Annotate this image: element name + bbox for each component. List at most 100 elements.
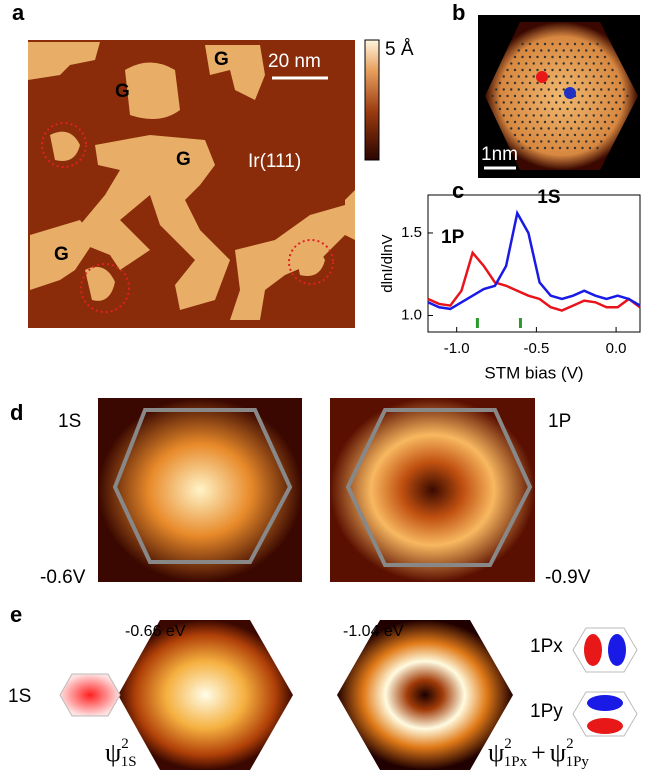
lattice-dot <box>536 107 539 111</box>
lattice-dot <box>551 133 554 137</box>
lattice-dot <box>551 55 554 59</box>
lattice-dot <box>562 62 565 65</box>
lattice-dot <box>581 68 584 72</box>
x-axis-label: STM bias (V) <box>484 363 583 382</box>
calculated-density <box>337 620 513 770</box>
lattice-dot <box>502 101 505 104</box>
lattice-dot <box>525 127 528 130</box>
bias-label: -0.6V <box>40 567 86 588</box>
lattice-dot <box>585 62 588 65</box>
dI-dV-map <box>98 398 302 582</box>
y-tick-label: 1.5 <box>401 224 422 241</box>
lattice-dot <box>528 107 532 111</box>
energy-label: -1.04 eV <box>343 623 404 640</box>
x-tick-label: 0.0 <box>606 340 627 357</box>
lattice-dot <box>536 120 539 124</box>
lattice-dot <box>558 120 562 124</box>
site-marker <box>564 87 576 99</box>
lattice-dot <box>510 88 513 91</box>
lattice-dot <box>521 68 524 72</box>
lattice-dot <box>525 114 528 117</box>
lattice-dot <box>532 62 535 65</box>
lattice-dot <box>603 94 607 98</box>
lattice-dot <box>562 88 565 91</box>
lattice-dot <box>600 62 603 65</box>
lattice-dot <box>581 42 584 46</box>
lattice-dot <box>570 49 573 52</box>
lattice-dot <box>525 49 528 52</box>
lattice-dot <box>510 101 513 104</box>
lattice-dot <box>540 140 543 143</box>
lattice-dot <box>611 94 614 98</box>
lattice-dot <box>588 120 592 124</box>
lattice-dot <box>532 88 535 91</box>
lattice-dot <box>525 75 528 78</box>
lattice-dot <box>573 55 577 59</box>
lattice-dot <box>600 88 603 91</box>
plot-frame <box>427 194 641 333</box>
lattice-dot <box>581 133 584 137</box>
lattice-dot <box>498 94 502 98</box>
lattice-dot <box>585 75 588 78</box>
lattice-dot <box>592 101 595 104</box>
grain-label: G <box>115 81 130 102</box>
lattice-dot <box>543 68 547 72</box>
chart: -1.0 -0.5 0.0 1.0 1.5 STM bias (V) dlnI/dlnV 1P… <box>379 187 641 382</box>
lattice-dot <box>566 146 569 150</box>
lattice-dot <box>592 49 595 52</box>
lattice-dot <box>588 81 592 85</box>
lattice-dot <box>543 107 547 111</box>
lattice-dot <box>600 49 603 52</box>
lattice-dot <box>585 114 588 117</box>
lattice-dot <box>506 107 509 111</box>
energy-label: -0.66 eV <box>125 623 186 640</box>
lattice-dot <box>540 101 543 104</box>
lattice-dot <box>528 55 532 59</box>
lattice-dot <box>528 81 532 85</box>
lattice-dot <box>517 114 520 117</box>
lattice-dot <box>521 55 524 59</box>
series-label: 1S <box>537 187 560 208</box>
lattice-dot <box>517 88 520 91</box>
lattice-dot <box>517 75 520 78</box>
lattice-dot <box>506 94 509 98</box>
lattice-dot <box>596 94 599 98</box>
island-outline <box>112 408 293 564</box>
lattice-dot <box>581 107 584 111</box>
lattice-dot <box>525 101 528 104</box>
lattice-dot <box>513 107 517 111</box>
lattice-dot <box>607 62 610 65</box>
lattice-dot <box>577 114 580 117</box>
lattice-dot <box>510 75 513 78</box>
lattice-dot <box>622 88 625 91</box>
lattice-dot <box>555 101 558 104</box>
lattice-dot <box>570 62 573 65</box>
lattice-dot <box>596 42 599 46</box>
lattice-dot <box>521 146 524 150</box>
lattice-dot <box>588 68 592 72</box>
lattice-dot <box>618 94 622 98</box>
lattice-dot <box>577 75 580 78</box>
lattice-dot <box>517 101 520 104</box>
lattice-dot <box>555 88 558 91</box>
lattice-dot <box>495 88 498 91</box>
lattice-dot <box>532 75 535 78</box>
lattice-dot <box>547 88 550 91</box>
lattice-dot <box>502 88 505 91</box>
lattice-dot <box>513 94 517 98</box>
lattice-dot <box>558 94 562 98</box>
lattice-dot <box>498 81 502 85</box>
lattice-dot <box>536 68 539 72</box>
lattice-dot <box>521 81 524 85</box>
lattice <box>491 42 629 150</box>
lattice-dot <box>517 62 520 65</box>
lattice-dot <box>513 81 517 85</box>
lattice-dot <box>562 127 565 130</box>
lattice-dot <box>611 68 614 72</box>
lattice-dot <box>577 62 580 65</box>
lattice-dot <box>551 42 554 46</box>
lattice-dot <box>558 133 562 137</box>
site-marker <box>536 71 548 83</box>
lattice-dot <box>551 107 554 111</box>
lattice-dot <box>543 146 547 150</box>
